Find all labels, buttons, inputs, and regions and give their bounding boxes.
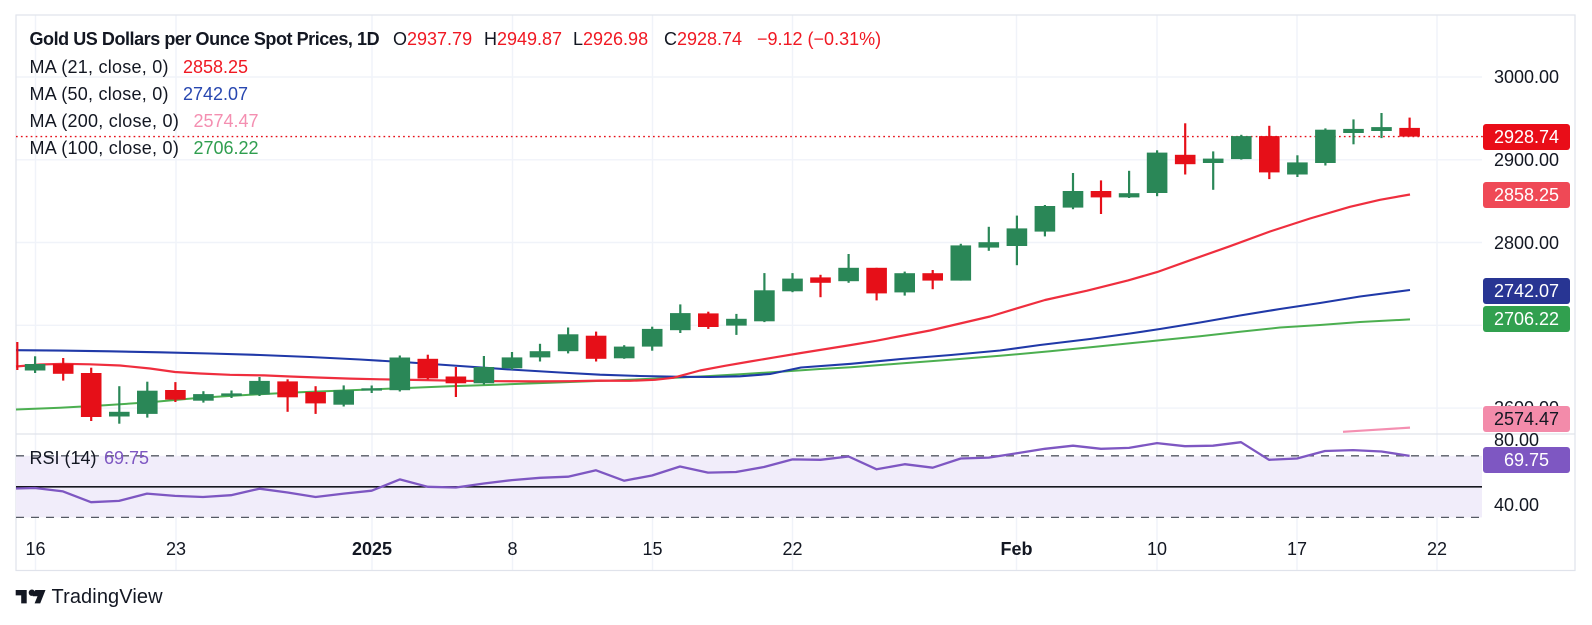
- svg-text:TradingView: TradingView: [52, 586, 164, 608]
